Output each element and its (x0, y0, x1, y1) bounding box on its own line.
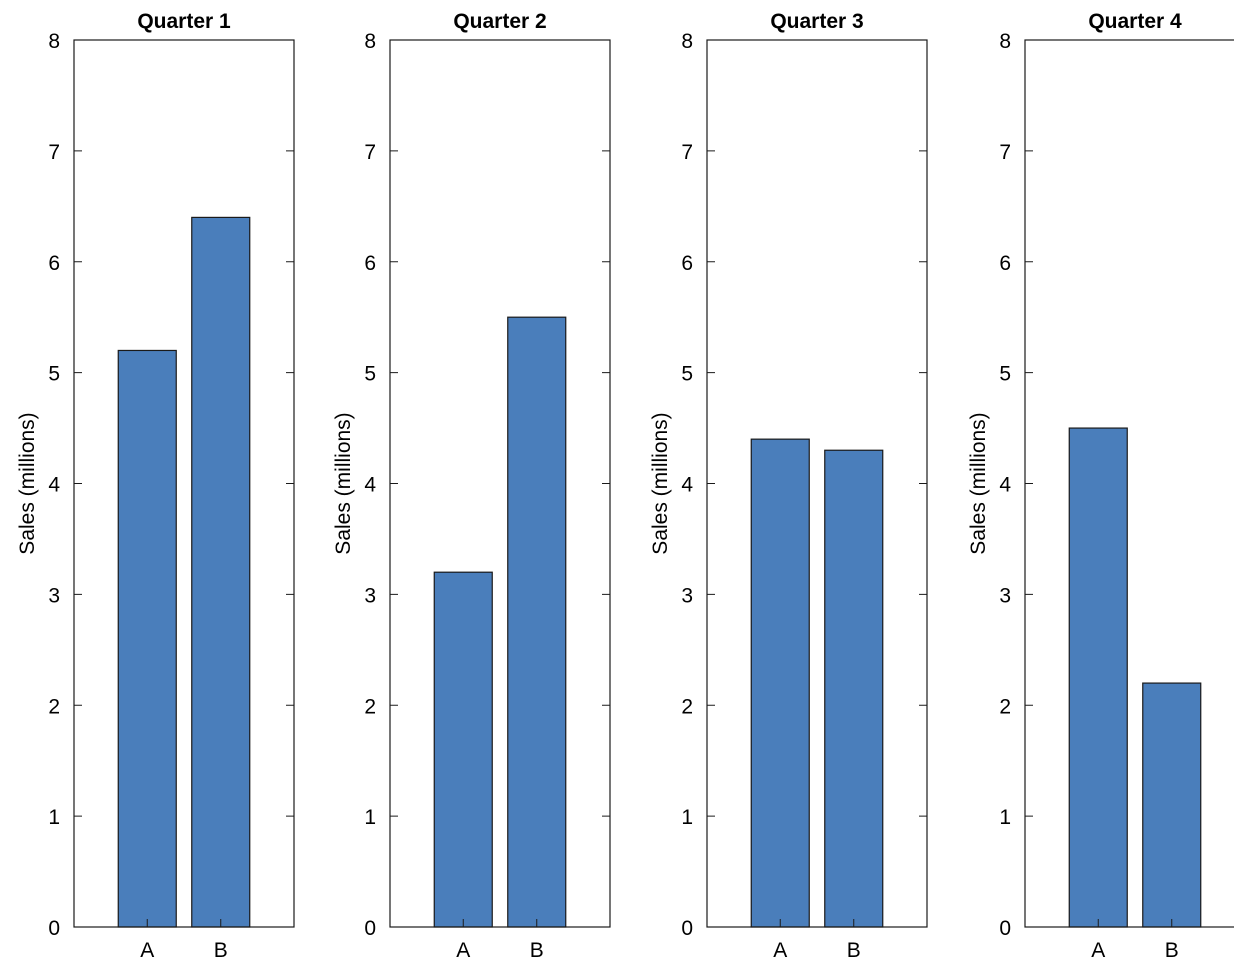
y-tick-label: 6 (364, 252, 376, 275)
y-tick-label: 4 (364, 474, 376, 497)
x-tick-label: A (773, 939, 787, 962)
y-tick-label: 7 (48, 141, 60, 164)
chart-panel-3: A B 0 1 2 3 4 5 6 7 8 Quarter 3 Sales (millions) (649, 10, 928, 962)
chart-panel-1: A B 0 1 2 3 4 5 6 7 8 Quarter 1 Sales (millions) (16, 10, 295, 962)
bar-a (750, 438, 810, 928)
y-tick-label: 2 (999, 695, 1011, 718)
x-tick-label: A (456, 939, 470, 962)
y-tick-label: 8 (48, 30, 60, 53)
x-tick-label: B (847, 939, 861, 962)
chart-title: Quarter 3 (770, 10, 863, 33)
y-tick-label: 5 (364, 363, 376, 386)
y-tick-label: 6 (48, 252, 60, 275)
bar-a (117, 349, 177, 928)
y-tick-label: 1 (999, 806, 1011, 829)
chart-title: Quarter 2 (453, 10, 546, 33)
x-tick-label: A (140, 939, 154, 962)
y-tick-label: 5 (48, 363, 60, 386)
y-tick-label: 2 (364, 695, 376, 718)
y-tick-label: 5 (681, 363, 693, 386)
chart-title: Quarter 4 (1088, 10, 1182, 33)
x-tick-label: A (1091, 939, 1105, 962)
bar-a (1068, 427, 1128, 928)
chart-panel-2: A B 0 1 2 3 4 5 6 7 8 Quarter 2 Sales (millions) (332, 10, 611, 962)
y-tick-label: 8 (364, 30, 376, 53)
y-tick-label: 7 (681, 141, 693, 164)
y-axis-label: Sales (millions) (332, 412, 355, 554)
x-tick-label: B (1165, 939, 1179, 962)
bar-b (824, 449, 884, 928)
chart-panel-4: A B 0 1 2 3 4 5 6 7 8 Quarter 4 Sales (millions) (967, 10, 1234, 962)
y-tick-label: 3 (999, 584, 1011, 607)
y-tick-label: 1 (48, 806, 60, 829)
bar-a (433, 571, 493, 928)
y-tick-label: 2 (48, 695, 60, 718)
bar-b (1142, 682, 1202, 928)
y-tick-label: 3 (681, 584, 693, 607)
y-tick-label: 7 (364, 141, 376, 164)
y-tick-label: 4 (48, 474, 60, 497)
y-tick-label: 4 (681, 474, 693, 497)
y-tick-label: 0 (681, 917, 693, 940)
y-tick-label: 0 (364, 917, 376, 940)
y-tick-label: 1 (364, 806, 376, 829)
x-tick-label: B (530, 939, 544, 962)
y-axis-label: Sales (millions) (16, 412, 39, 554)
bar-b (191, 216, 251, 928)
y-tick-label: 7 (999, 141, 1011, 164)
chart-title: Quarter 1 (137, 10, 231, 33)
y-tick-label: 8 (999, 30, 1011, 53)
axes-box (1024, 39, 1234, 928)
axes-box (389, 39, 611, 928)
x-tick-label: B (214, 939, 228, 962)
axes-box (706, 39, 928, 928)
y-tick-label: 2 (681, 695, 693, 718)
y-tick-label: 3 (48, 584, 60, 607)
y-tick-label: 6 (999, 252, 1011, 275)
y-tick-label: 8 (681, 30, 693, 53)
y-tick-label: 0 (999, 917, 1011, 940)
bar-b (507, 316, 567, 928)
y-tick-label: 4 (999, 474, 1011, 497)
y-tick-label: 6 (681, 252, 693, 275)
y-tick-label: 3 (364, 584, 376, 607)
y-tick-label: 1 (681, 806, 693, 829)
y-tick-label: 0 (48, 917, 60, 940)
axes-box (73, 39, 295, 928)
y-axis-label: Sales (millions) (649, 412, 672, 554)
y-tick-label: 5 (999, 363, 1011, 386)
y-axis-label: Sales (millions) (967, 412, 990, 554)
